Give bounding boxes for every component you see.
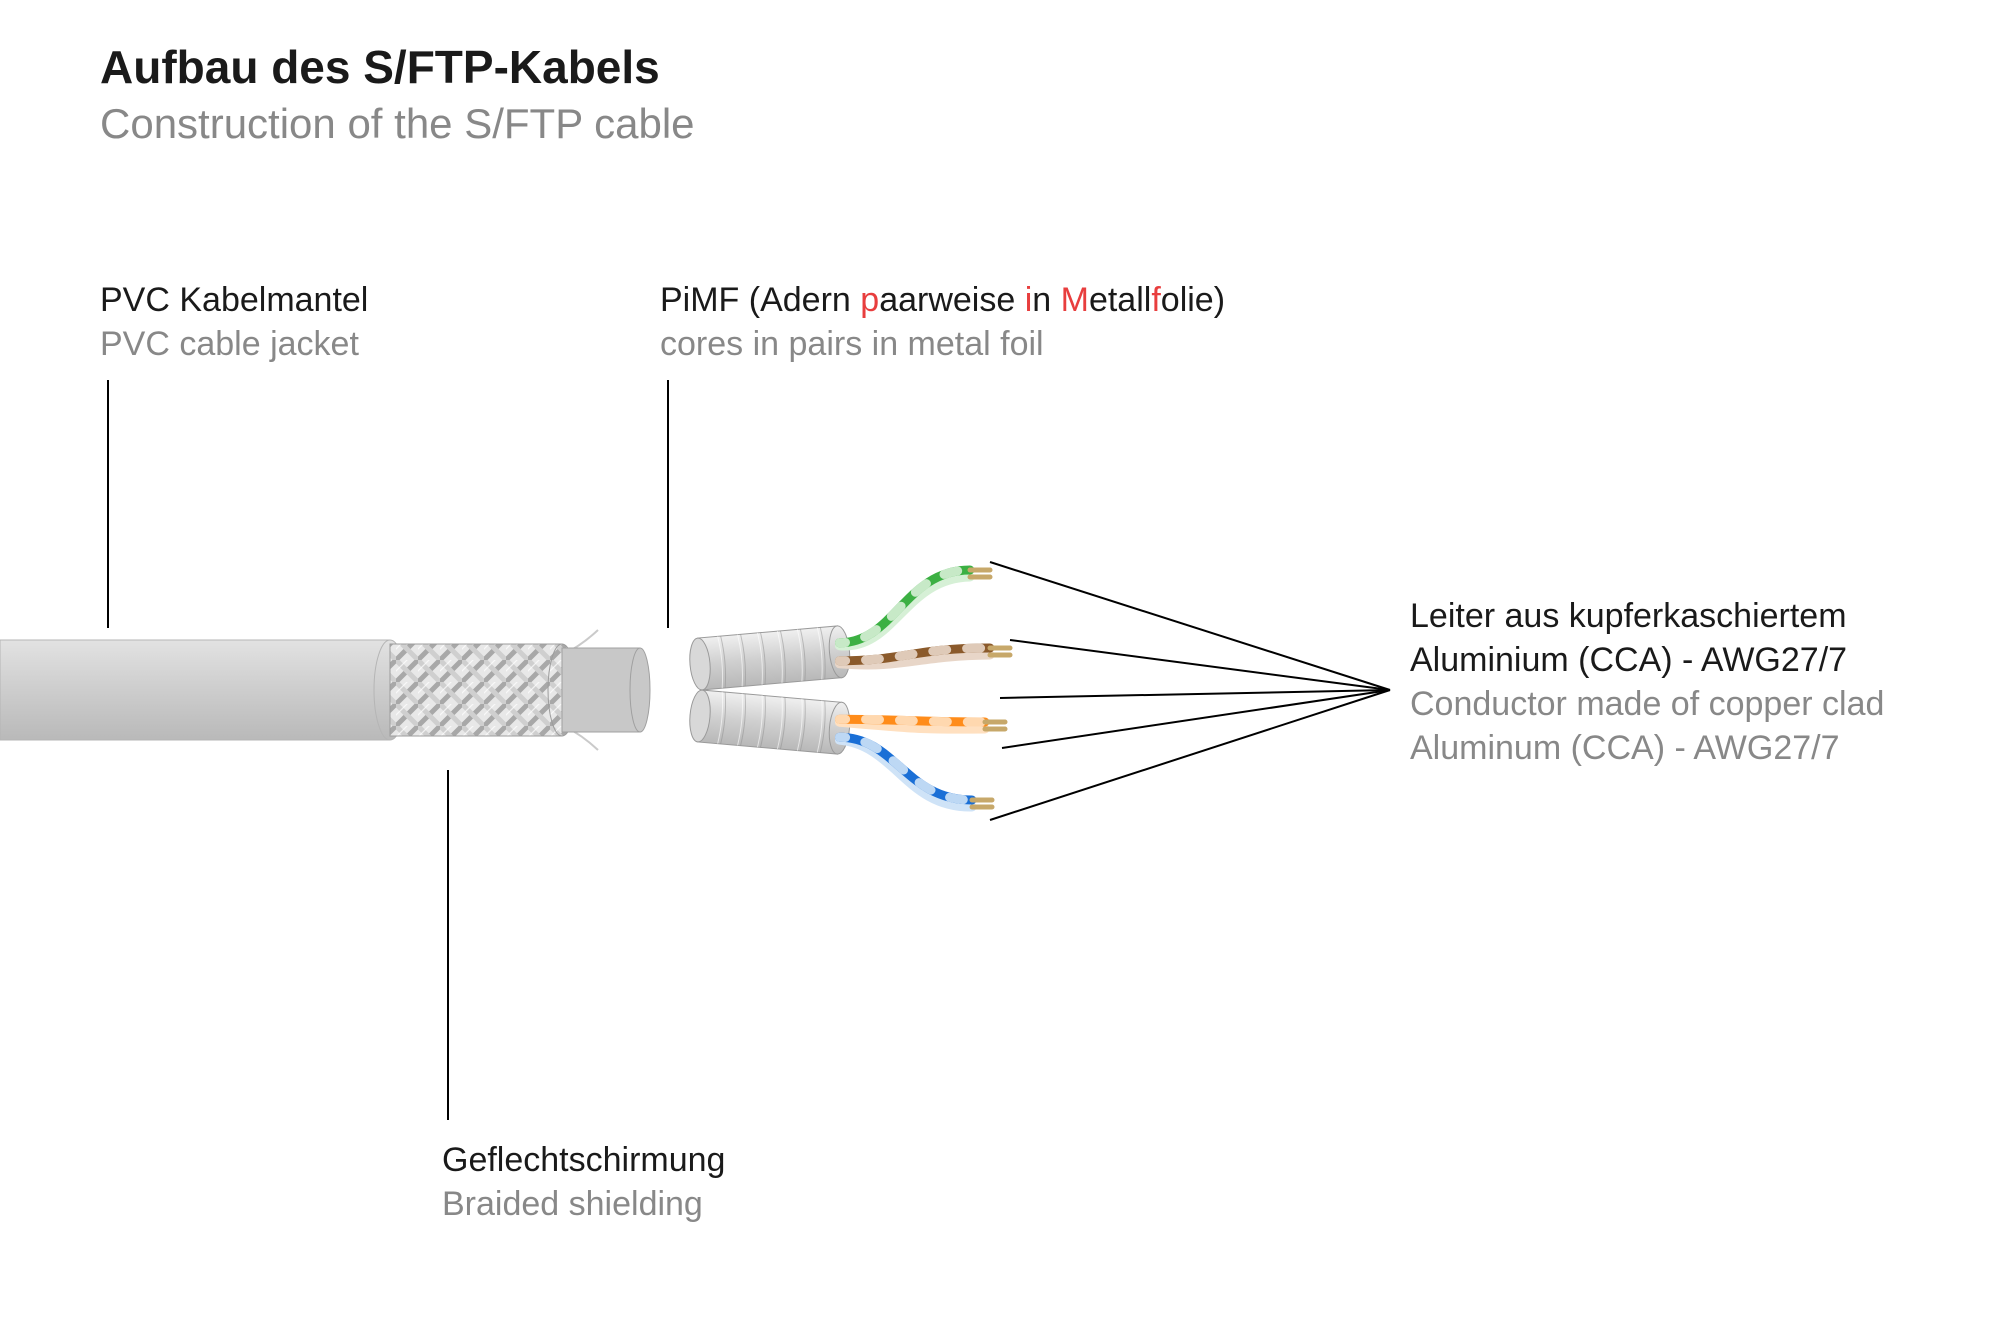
wire-pair-brown xyxy=(839,648,1010,665)
leader-line xyxy=(990,562,1390,690)
foil-pair-0 xyxy=(688,625,852,691)
leader-line xyxy=(1000,690,1390,698)
wire-pair-blue xyxy=(839,737,992,807)
cable-braid-shield xyxy=(390,644,576,736)
cable-inner-core xyxy=(562,648,650,732)
wire-pair-green xyxy=(839,570,990,646)
wire-pair-orange xyxy=(839,719,1005,729)
leader-line xyxy=(1010,640,1390,690)
wire-pairs xyxy=(839,570,1010,807)
cable-pvc-jacket xyxy=(0,640,406,740)
diagram-svg xyxy=(0,0,2000,1334)
leader-line xyxy=(1002,690,1390,748)
leader-line xyxy=(990,690,1390,820)
foil-pair-1 xyxy=(688,689,852,755)
